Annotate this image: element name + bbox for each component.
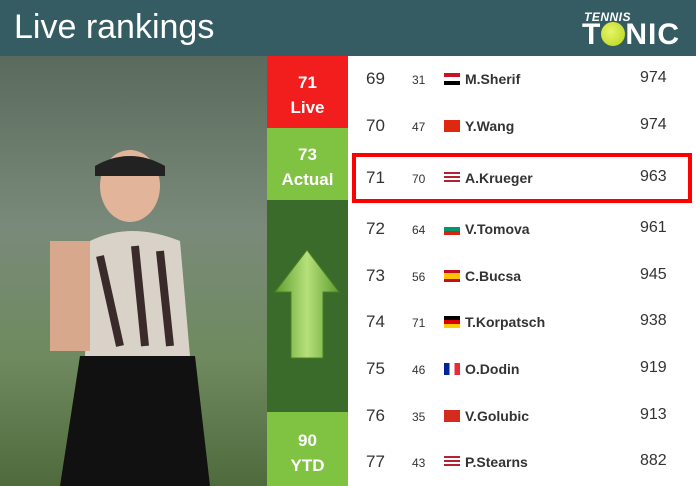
player-name[interactable]: Y.Wang [465, 118, 515, 134]
points: 938 [640, 312, 667, 329]
points: 974 [640, 116, 667, 133]
ranking-row[interactable]: 75 46 O.Dodin 919 [348, 346, 696, 393]
rank: 72 [366, 219, 385, 238]
previous-rank: 64 [412, 223, 426, 237]
previous-rank: 71 [412, 316, 426, 330]
flag-icon [444, 316, 460, 328]
highlighted-player-box [352, 153, 692, 203]
points: 919 [640, 359, 667, 376]
tennis-tonic-logo[interactable]: TENNIS T NIC [582, 10, 680, 51]
page-title: Live rankings [14, 8, 215, 46]
rank: 69 [366, 69, 385, 88]
player-name[interactable]: A.Krueger [465, 170, 533, 186]
ranking-row[interactable]: 74 71 T.Korpatsch 938 [348, 299, 696, 346]
flag-icon [444, 456, 460, 468]
player-name[interactable]: P.Stearns [465, 454, 528, 470]
rank: 74 [366, 312, 385, 331]
flag-icon [444, 223, 460, 235]
points: 882 [640, 452, 667, 469]
ranking-row[interactable]: 71 70 A.Krueger 963 [348, 155, 696, 202]
player-name[interactable]: M.Sherif [465, 71, 521, 87]
tennis-ball-icon [601, 22, 626, 46]
points: 913 [640, 406, 667, 423]
player-name[interactable]: V.Golubic [465, 408, 530, 424]
rank: 73 [366, 266, 385, 285]
ranking-row[interactable]: 77 43 P.Stearns 882 [348, 439, 696, 486]
rank: 76 [366, 406, 385, 425]
points: 963 [640, 168, 667, 185]
ranking-row[interactable]: 69 31 M.Sherif 974 [348, 56, 696, 103]
rank: 71 [366, 168, 385, 187]
rank: 75 [366, 359, 385, 378]
ytd-rank-box: 90 YTD [267, 412, 348, 486]
previous-rank: 70 [412, 172, 426, 186]
player-name[interactable]: O.Dodin [465, 361, 520, 377]
ranking-row[interactable]: 76 35 V.Golubic 913 [348, 393, 696, 440]
flag-icon [444, 410, 460, 422]
player-name[interactable]: V.Tomova [465, 221, 530, 237]
points: 961 [640, 219, 667, 236]
flag-icon [444, 73, 460, 85]
header: Live rankings TENNIS T NIC [0, 0, 696, 56]
player-name[interactable]: T.Korpatsch [465, 314, 546, 330]
actual-rank-box: 73 Actual [267, 128, 348, 200]
rank: 70 [366, 116, 385, 135]
ranking-row[interactable]: 73 56 C.Bucsa 945 [348, 253, 696, 300]
points: 974 [640, 69, 667, 86]
previous-rank: 46 [412, 363, 426, 377]
previous-rank: 35 [412, 410, 426, 424]
flag-icon [444, 363, 460, 375]
player-silhouette [50, 150, 210, 486]
trend-box [267, 200, 348, 412]
previous-rank: 47 [412, 120, 426, 134]
player-photo [0, 56, 267, 486]
arrow-up-icon [273, 249, 341, 359]
flag-icon [444, 120, 460, 132]
rank: 77 [366, 452, 385, 471]
flag-icon [444, 270, 460, 282]
previous-rank: 56 [412, 270, 426, 284]
ranking-row[interactable]: 72 64 V.Tomova 961 [348, 206, 696, 253]
previous-rank: 31 [412, 73, 426, 87]
live-rank-box: 71 Live [267, 56, 348, 128]
player-name[interactable]: C.Bucsa [465, 268, 522, 284]
flag-icon [444, 172, 460, 184]
ranking-row[interactable]: 70 47 Y.Wang 974 [348, 103, 696, 150]
points: 945 [640, 266, 667, 283]
previous-rank: 43 [412, 456, 426, 470]
